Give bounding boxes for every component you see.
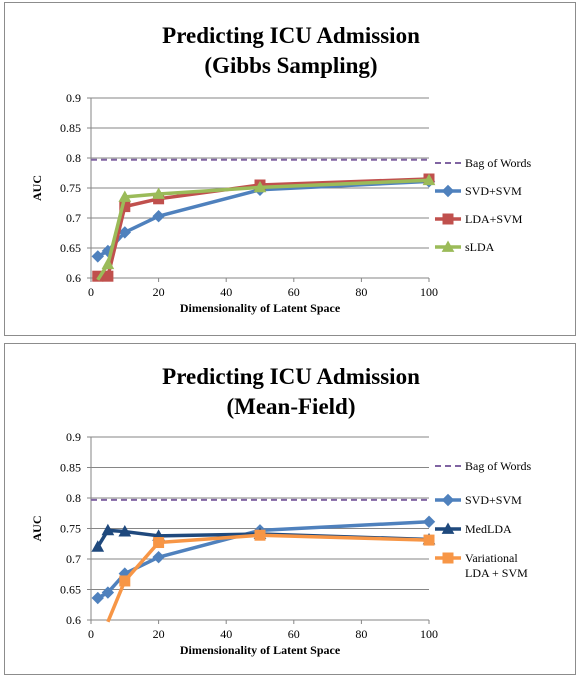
- data-point: [152, 209, 165, 223]
- y-tick-label: 0.65: [60, 241, 81, 255]
- legend-label: LDA + SVM: [465, 566, 528, 580]
- series-line: [96, 179, 430, 258]
- x-tick-label: 20: [153, 285, 165, 299]
- y-tick-label: 0.9: [66, 91, 81, 105]
- x-tick-label: 40: [220, 285, 232, 299]
- legend-label: sLDA: [465, 240, 495, 254]
- legend-label: LDA+SVM: [465, 212, 523, 226]
- data-point: [102, 270, 114, 282]
- legend-label: MedLDA: [465, 522, 512, 536]
- legend-label: Bag of Words: [465, 156, 531, 170]
- x-tick-label: 80: [355, 285, 367, 299]
- chart-title: Predicting ICU Admission: [162, 364, 420, 389]
- x-tick-label: 40: [220, 627, 232, 641]
- legend-marker: [441, 493, 455, 507]
- y-tick-label: 0.85: [60, 461, 81, 475]
- series-slda: [96, 173, 436, 281]
- data-point: [118, 190, 132, 202]
- y-tick-label: 0.75: [60, 522, 81, 536]
- y-tick-label: 0.85: [60, 121, 81, 135]
- x-tick-label: 60: [288, 627, 300, 641]
- y-tick-label: 0.8: [66, 151, 81, 165]
- y-tick-label: 0.75: [60, 181, 81, 195]
- data-point: [101, 586, 115, 599]
- y-tick-label: 0.65: [60, 583, 81, 597]
- x-tick-label: 20: [153, 627, 165, 641]
- y-tick-label: 0.6: [66, 271, 81, 285]
- x-tick-label: 60: [288, 285, 300, 299]
- data-point: [91, 250, 104, 263]
- y-tick-label: 0.6: [66, 613, 81, 627]
- data-point: [101, 523, 115, 536]
- data-point: [254, 529, 266, 541]
- legend-item-medlda: MedLDA: [435, 522, 512, 536]
- series-line: [96, 178, 430, 281]
- data-point: [422, 515, 436, 528]
- data-point: [91, 591, 104, 605]
- chart-svg-gibbs: Predicting ICU Admission (Gibbs Sampling)…: [30, 23, 531, 315]
- chart-title: Predicting ICU Admission: [162, 23, 420, 48]
- x-axis-ticks: 0 20 40 60 80 100: [88, 278, 438, 299]
- y-tick-label: 0.7: [66, 552, 81, 566]
- legend-label: Bag of Words: [465, 459, 531, 473]
- legend-label: Variational: [465, 551, 518, 565]
- legend-marker: [441, 184, 455, 198]
- data-point: [152, 187, 165, 199]
- legend-marker: [442, 213, 454, 225]
- data-point: [153, 537, 165, 549]
- x-tick-label: 100: [420, 285, 438, 299]
- y-axis-label: AUC: [30, 516, 44, 542]
- legend-item-svd-svm: SVD+SVM: [435, 184, 522, 198]
- data-point: [253, 180, 267, 193]
- legend-item-bag-of-words: Bag of Words: [435, 156, 531, 170]
- legend-item-svd-svm: SVD+SVM: [435, 493, 522, 507]
- x-axis-label: Dimensionality of Latent Space: [180, 301, 341, 315]
- legend-label: SVD+SVM: [465, 493, 522, 507]
- data-point: [101, 257, 115, 270]
- data-point: [118, 226, 132, 239]
- legend-marker: [441, 522, 455, 534]
- chart-panel-mean-field: Predicting ICU Admission (Mean-Field) 0.6 0…: [4, 343, 576, 675]
- legend-item-bag-of-words: Bag of Words: [435, 459, 531, 473]
- data-point: [152, 550, 165, 564]
- x-axis-ticks: 0 20 40 60 80 100: [88, 620, 438, 641]
- x-tick-label: 80: [355, 627, 367, 641]
- chart-panel-gibbs: Predicting ICU Admission (Gibbs Sampling)…: [4, 2, 576, 336]
- legend-item-slda: sLDA: [435, 240, 495, 254]
- x-tick-label: 0: [88, 285, 94, 299]
- data-point: [118, 525, 132, 537]
- data-point: [91, 540, 105, 552]
- data-point: [422, 173, 436, 186]
- y-tick-label: 0.7: [66, 211, 81, 225]
- x-axis-label: Dimensionality of Latent Space: [180, 643, 341, 657]
- gridlines: [91, 97, 429, 279]
- y-tick-label: 0.9: [66, 430, 81, 444]
- y-axis-ticks: 0.6 0.65 0.7 0.75 0.8 0.85 0.9: [60, 91, 91, 285]
- y-tick-label: 0.8: [66, 491, 81, 505]
- y-axis-ticks: 0.6 0.65 0.7 0.75 0.8 0.85 0.9: [60, 430, 91, 627]
- legend-item-lda-svm: LDA+SVM: [435, 212, 523, 226]
- y-axis-label: AUC: [30, 175, 44, 201]
- x-tick-label: 0: [88, 627, 94, 641]
- series-line: [106, 533, 430, 623]
- legend-label: SVD+SVM: [465, 184, 522, 198]
- data-point: [119, 575, 131, 587]
- x-tick-label: 100: [420, 627, 438, 641]
- legend-marker: [442, 552, 454, 564]
- chart-subtitle: (Mean-Field): [226, 394, 355, 419]
- data-point: [423, 534, 435, 546]
- chart-svg-mean-field: Predicting ICU Admission(Mean-Field)0.60…: [30, 364, 531, 657]
- chart-subtitle: (Gibbs Sampling): [204, 53, 377, 78]
- series-variational-lda-svm: [106, 529, 435, 623]
- legend-marker: [441, 240, 455, 252]
